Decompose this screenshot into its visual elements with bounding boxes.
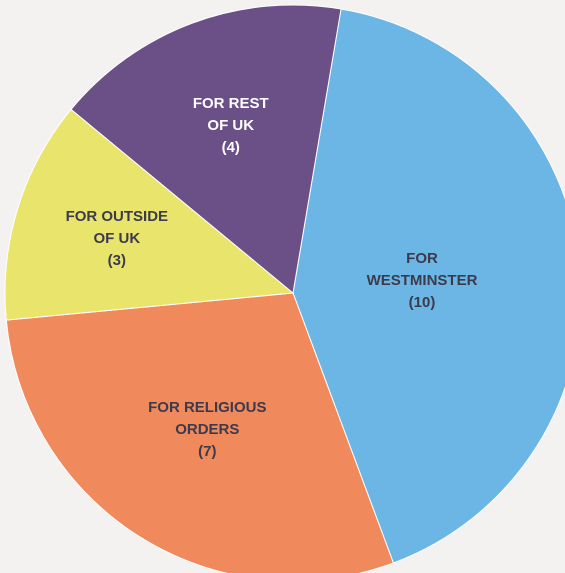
value-label: (4): [221, 138, 240, 156]
pie-slice: [70, 4, 342, 294]
value-label: (7): [198, 442, 217, 460]
slice-label: FOR REST OF UK (4): [183, 93, 278, 159]
pie-slice: [5, 292, 395, 573]
slice-label: FOR WESTMINSTER (10): [357, 248, 487, 314]
slice-label: FOR RELIGIOUS ORDERS (7): [132, 397, 282, 463]
value-label: (3): [107, 251, 126, 269]
category-label: FOR REST OF UK: [192, 94, 269, 134]
pie-slice: [4, 108, 295, 321]
category-label: FOR WESTMINSTER: [366, 249, 478, 289]
value-label: (10): [408, 293, 436, 311]
slice-label: FOR OUTSIDE OF UK (3): [57, 206, 177, 272]
pie-slice: [292, 8, 565, 564]
category-label: FOR OUTSIDE OF UK: [65, 207, 169, 247]
category-label: FOR RELIGIOUS ORDERS: [148, 398, 267, 438]
